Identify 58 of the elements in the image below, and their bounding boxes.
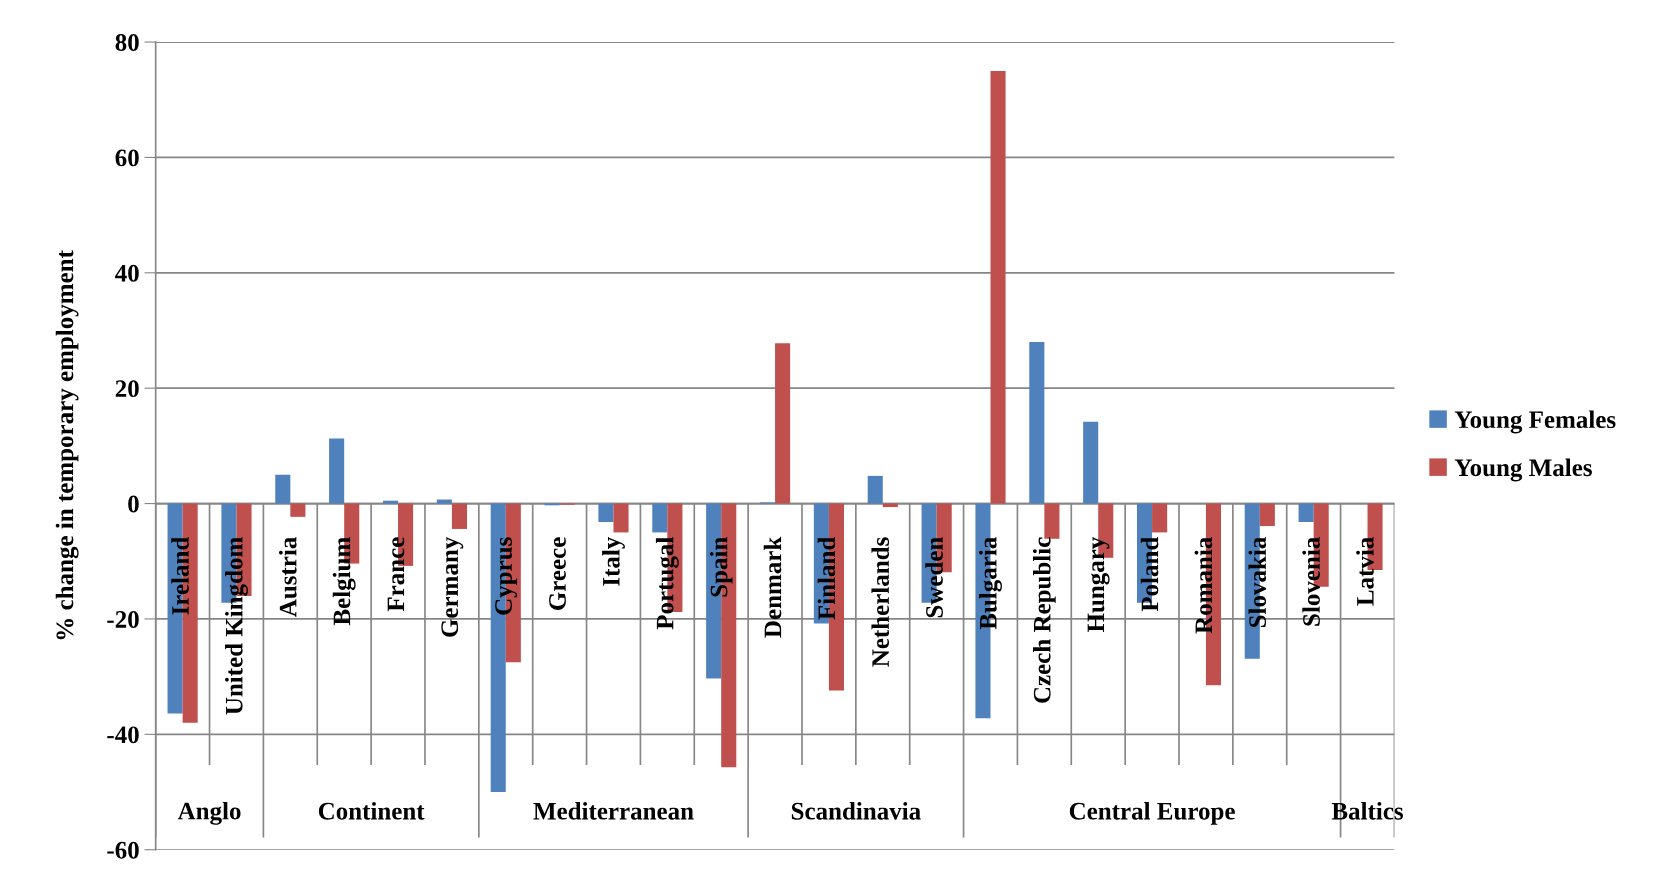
bar: [613, 503, 629, 533]
annotation: Continent: [318, 802, 425, 820]
y-tick-label: -40: [107, 726, 139, 744]
bar: [290, 503, 306, 517]
x-tick-label: Italy: [602, 536, 625, 586]
legend-label: Young Males: [1454, 458, 1592, 482]
x-tick-label: Ireland: [171, 536, 189, 615]
bar: [775, 343, 791, 504]
x-tick-label: United Kingdom: [225, 537, 248, 715]
x-tick-label: Portugal: [655, 537, 679, 630]
bar: [1029, 342, 1045, 504]
x-tick-label: Poland: [1140, 536, 1159, 612]
bar: [598, 503, 614, 523]
x-tick-label: Slovakia: [1248, 537, 1267, 628]
x-tick-label: Austria: [278, 537, 297, 617]
x-tick-label: Finland: [817, 536, 836, 620]
x-tick-label: Romania: [1194, 537, 1213, 634]
x-tick-label: Denmark: [763, 536, 782, 638]
bar: [867, 475, 883, 504]
annotation: Mediterranean: [533, 802, 694, 820]
bar: [451, 503, 467, 529]
x-tick-label: Latvia: [1356, 537, 1374, 606]
bar: [275, 474, 291, 504]
x-tick-label: Greece: [549, 537, 566, 610]
bar: [1083, 421, 1099, 504]
annotation: Central Europe: [1069, 802, 1235, 825]
x-tick-label: Bulgaria: [979, 537, 1002, 630]
y-axis-title: % change in temporary employment: [55, 250, 79, 640]
y-tick-label: -20: [107, 611, 139, 628]
x-tick-label: Belgium: [332, 537, 356, 626]
bar: [1044, 503, 1060, 539]
y-tick-label: -60: [107, 841, 139, 859]
bar: [1259, 503, 1275, 527]
annotation: Baltics: [1331, 802, 1404, 820]
x-tick-label: France: [387, 537, 405, 612]
x-tick-label: Slovenia: [1302, 537, 1320, 626]
y-tick-label: 60: [115, 149, 139, 167]
annotation: Scandinavia: [791, 802, 921, 820]
x-tick-label: Czech Republic: [1033, 537, 1056, 703]
x-tick-label: Cyprus: [495, 537, 518, 615]
x-tick-label: Hungary: [1087, 536, 1110, 633]
y-tick-label: 20: [115, 380, 139, 398]
bar: [652, 503, 668, 533]
bar: [1298, 503, 1314, 523]
x-tick-label: Sweden: [925, 537, 943, 618]
bar: [436, 499, 452, 504]
y-tick-label: 80: [115, 34, 139, 51]
bar: [990, 70, 1006, 504]
y-tick-label: 0: [128, 495, 139, 513]
x-tick-label: Germany: [441, 536, 464, 637]
bar: [1152, 503, 1168, 533]
y-tick-label: 40: [115, 264, 139, 282]
bar: [382, 500, 399, 504]
x-tick-label: Spain: [709, 537, 733, 597]
x-tick-label: Netherlands: [871, 537, 890, 667]
annotation: Anglo: [177, 801, 241, 825]
bar: [329, 438, 345, 504]
legend-label: Young Females: [1454, 410, 1616, 434]
